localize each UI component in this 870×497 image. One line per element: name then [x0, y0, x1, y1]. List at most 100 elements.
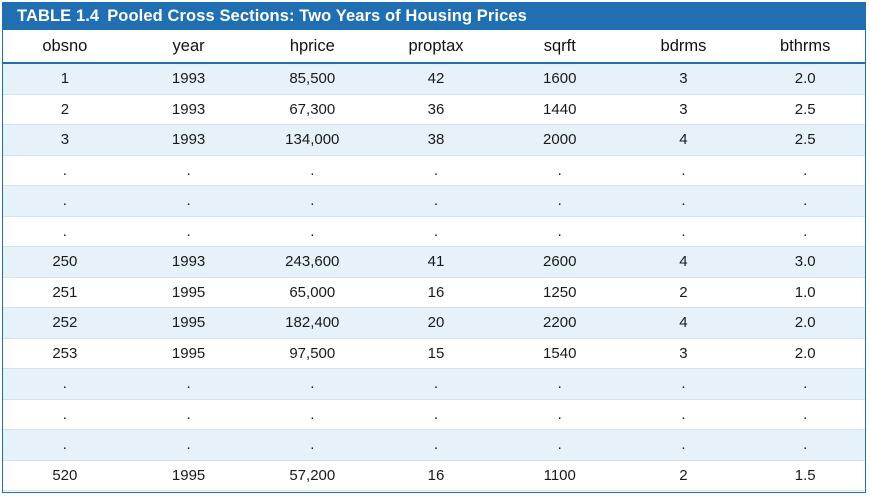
cell-year: . [186, 222, 191, 240]
table-row: 250 1993 243,600 41 2600 4 3.0 [3, 247, 865, 278]
header-proptax: proptax [408, 36, 464, 55]
cell-bthrms: 1.5 [794, 466, 816, 484]
cell-obsno: . [62, 436, 67, 454]
cell-year: 1995 [171, 344, 206, 362]
table-row: ....... [3, 400, 865, 430]
cell-bthrms: 2.0 [794, 70, 816, 88]
cell-hprice: 97,500 [289, 344, 336, 362]
cell-bthrms: . [803, 222, 808, 240]
cell-proptax: . [433, 192, 439, 210]
cell-bdrms: . [681, 375, 686, 393]
cell-hprice: . [310, 222, 315, 240]
cell-year: . [186, 375, 191, 393]
cell-hprice: 57,200 [289, 466, 336, 484]
header-sqrft: sqrft [543, 36, 576, 55]
cell-proptax: 38 [427, 131, 445, 149]
header-bdrms: bdrms [660, 36, 707, 55]
cell-obsno: . [62, 405, 67, 423]
cell-bthrms: 2.0 [794, 344, 816, 362]
cell-hprice: 134,000 [285, 131, 340, 149]
header-year: year [172, 36, 205, 55]
table-row: ....... [3, 156, 865, 186]
cell-bdrms: 3 [679, 100, 688, 118]
cell-year: . [186, 192, 191, 210]
cell-sqrft: 1540 [543, 344, 577, 362]
cell-proptax: . [433, 436, 439, 454]
cell-sqrft: 1600 [543, 70, 577, 88]
cell-year: 1993 [171, 70, 206, 88]
cell-bthrms: . [803, 405, 808, 423]
table-row: 2 1993 67,300 36 1440 3 2.5 [3, 95, 865, 125]
cell-hprice: . [310, 405, 315, 423]
cell-sqrft: . [557, 405, 562, 423]
cell-obsno: 1 [60, 70, 70, 88]
table-row: ....... [3, 369, 865, 400]
cell-year: 1993 [171, 100, 206, 118]
cell-bthrms: 1.0 [794, 283, 816, 301]
cell-hprice: 243,600 [285, 253, 340, 271]
table-row: 253 1995 97,500 15 1540 3 2.0 [3, 339, 865, 369]
cell-bthrms: 3.0 [794, 253, 816, 271]
cell-hprice: 65,000 [289, 283, 336, 301]
cell-bdrms: 2 [679, 466, 688, 484]
cell-bdrms: 4 [679, 314, 688, 332]
cell-proptax: 15 [427, 344, 445, 362]
cell-obsno: . [62, 192, 67, 210]
cell-bthrms: . [803, 436, 808, 454]
cell-bdrms: 3 [679, 70, 688, 88]
cell-year: . [186, 161, 191, 179]
cell-obsno: 250 [52, 253, 78, 271]
cell-sqrft: 1440 [543, 100, 577, 118]
cell-year: 1995 [171, 314, 206, 332]
cell-proptax: . [433, 405, 439, 423]
cell-sqrft: . [557, 436, 562, 454]
cell-bthrms: . [803, 375, 808, 393]
cell-proptax: 16 [427, 283, 445, 301]
cell-obsno: 251 [52, 283, 78, 301]
cell-bdrms: 4 [679, 131, 688, 149]
table-row: 1 1993 85,500 42 1600 3 2.0 [3, 64, 865, 95]
table-number: TABLE 1.4 [17, 7, 100, 25]
cell-year: . [186, 405, 191, 423]
cell-hprice: . [310, 161, 315, 179]
table-header-row: obsno year hprice proptax sqrft bdrms bt… [3, 30, 865, 64]
cell-hprice: 85,500 [289, 70, 336, 88]
table-row: 520 1995 57,200 16 1100 2 1.5 [3, 461, 865, 491]
cell-proptax: 20 [427, 314, 445, 332]
cell-sqrft: 2200 [543, 314, 577, 332]
cell-hprice: . [310, 375, 315, 393]
table-title: Pooled Cross Sections: Two Years of Hous… [107, 7, 527, 25]
cell-obsno: 2 [60, 100, 70, 118]
cell-bdrms: . [681, 161, 686, 179]
cell-sqrft: 1250 [543, 283, 577, 301]
cell-obsno: . [62, 161, 67, 179]
cell-hprice: . [310, 436, 315, 454]
cell-hprice: 182,400 [285, 314, 340, 332]
table-row: ....... [3, 217, 865, 247]
cell-year: 1995 [171, 283, 206, 301]
cell-sqrft: . [557, 192, 562, 210]
cell-bthrms: 2.5 [794, 100, 816, 118]
cell-hprice: . [310, 192, 315, 210]
cell-bthrms: 2.0 [794, 314, 816, 332]
cell-proptax: 41 [427, 253, 445, 271]
cell-obsno: 3 [60, 131, 70, 149]
cell-proptax: 16 [427, 466, 445, 484]
cell-sqrft: 2000 [543, 131, 577, 149]
cell-bdrms: . [681, 222, 686, 240]
cell-obsno: 253 [52, 344, 78, 362]
cell-obsno: 520 [52, 466, 78, 484]
table-row: ....... [3, 430, 865, 461]
cell-proptax: 36 [427, 100, 445, 118]
cell-proptax: . [433, 375, 439, 393]
cell-obsno: . [62, 222, 67, 240]
cell-bdrms: 2 [679, 283, 688, 301]
cell-year: 1993 [171, 253, 206, 271]
cell-sqrft: . [557, 161, 562, 179]
table-row: 3 1993 134,000 38 2000 4 2.5 [3, 125, 865, 156]
cell-obsno: . [62, 375, 67, 393]
cell-bdrms: 3 [679, 344, 688, 362]
header-hprice: hprice [289, 36, 335, 55]
cell-sqrft: . [557, 222, 562, 240]
